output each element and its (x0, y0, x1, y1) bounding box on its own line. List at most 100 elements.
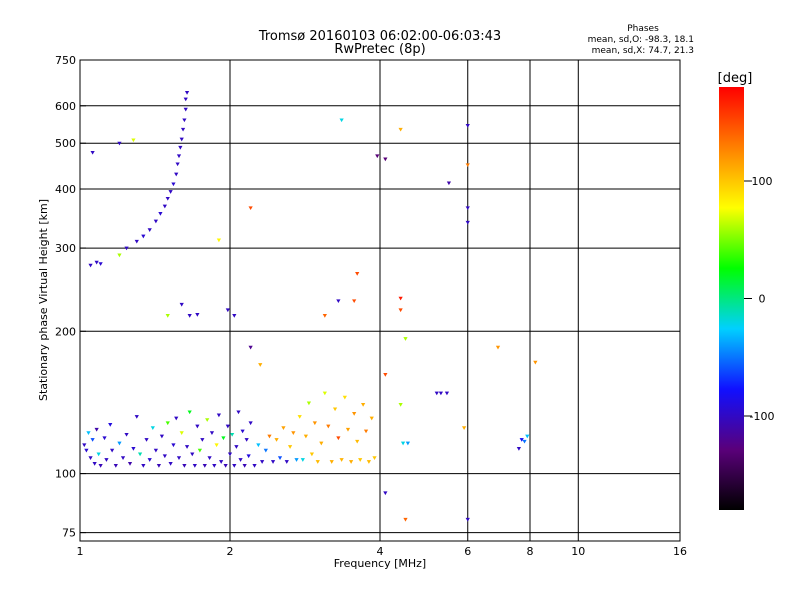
data-point (465, 206, 470, 211)
data-point (90, 438, 95, 442)
data-point (134, 415, 139, 419)
data-point (516, 446, 522, 451)
data-point (297, 415, 302, 419)
data-point (252, 464, 257, 468)
data-point (533, 360, 538, 365)
data-point (461, 426, 467, 430)
data-point (195, 313, 200, 317)
data-point (248, 206, 253, 211)
data-point (444, 391, 450, 396)
data-point (315, 460, 320, 464)
colorbar-label: [deg] (718, 71, 753, 86)
data-point (84, 448, 89, 453)
data-point (274, 438, 279, 442)
data-point (147, 458, 152, 462)
data-point (398, 127, 403, 132)
data-point (256, 443, 261, 448)
chart-subtitle: RwPretec (8p) (334, 42, 425, 57)
data-point (465, 124, 470, 128)
data-point (165, 314, 170, 318)
y-tick-label: 100 (55, 468, 76, 481)
stats-line-x: mean, sd,X: 74.7, 21.3 (592, 46, 694, 56)
data-point (352, 412, 357, 416)
data-point (159, 434, 165, 439)
data-point (156, 464, 162, 468)
data-point (352, 299, 357, 304)
data-point (267, 434, 272, 439)
data-point (438, 391, 444, 396)
data-point (182, 464, 187, 468)
plot-frame (79, 59, 681, 542)
colorbar-tick-label: 100 (752, 175, 773, 188)
data-point (153, 448, 159, 453)
data-point (108, 423, 113, 427)
data-point (175, 162, 180, 167)
data-point (223, 464, 228, 468)
data-point (403, 517, 408, 522)
data-point (207, 456, 212, 460)
data-point (336, 299, 341, 304)
data-point (465, 220, 470, 225)
data-point (184, 91, 190, 95)
data-point (234, 445, 239, 449)
data-point (134, 239, 139, 244)
data-point (94, 260, 99, 265)
data-point (322, 314, 327, 318)
data-point (98, 464, 103, 468)
data-point (319, 441, 324, 446)
data-point (195, 424, 200, 429)
data-point (339, 118, 344, 123)
data-points (82, 91, 538, 522)
y-tick-label: 400 (55, 183, 76, 196)
data-point (219, 460, 224, 464)
y-tick-label: 750 (55, 54, 76, 67)
y-tick-label: 200 (55, 325, 76, 338)
data-point (465, 517, 470, 522)
data-point (86, 431, 91, 435)
data-point (174, 172, 179, 177)
data-point (179, 302, 184, 307)
data-point (82, 443, 87, 448)
data-point (369, 416, 374, 421)
colorbar-tick-label: 0 (759, 293, 766, 306)
data-point (187, 314, 192, 318)
y-tick-label: 75 (62, 527, 76, 540)
data-point (168, 462, 173, 466)
data-point (303, 434, 309, 439)
x-tick-label: 1 (77, 545, 84, 558)
data-point (212, 464, 217, 468)
x-tick-label: 6 (464, 545, 471, 558)
data-point (113, 464, 118, 468)
data-point (150, 426, 155, 430)
data-point (270, 460, 276, 464)
y-axis-label: Stationary phase Virtual Height [km] (37, 199, 50, 401)
data-point (230, 432, 235, 437)
data-point (240, 429, 245, 434)
x-tick-label: 2 (227, 545, 234, 558)
data-point (329, 460, 334, 464)
data-point (141, 234, 146, 239)
data-point (197, 448, 202, 453)
data-point (363, 429, 369, 434)
data-point (162, 454, 167, 459)
colorbar-tick-label: -100 (750, 410, 775, 423)
data-point (90, 150, 95, 155)
data-point (202, 464, 207, 468)
data-point (165, 421, 170, 426)
data-point (519, 438, 524, 442)
y-tick-label: 500 (55, 137, 76, 150)
data-point (88, 456, 93, 460)
data-point (281, 426, 286, 430)
data-point (124, 432, 129, 437)
data-point (232, 314, 237, 318)
colorbar-gradient (719, 87, 744, 510)
x-tick-label: 10 (571, 545, 585, 558)
data-point (348, 460, 354, 464)
data-point (263, 448, 268, 453)
data-point (434, 391, 439, 396)
data-point (190, 452, 195, 457)
data-point (525, 434, 530, 439)
data-point (158, 212, 163, 216)
data-point (221, 436, 226, 441)
